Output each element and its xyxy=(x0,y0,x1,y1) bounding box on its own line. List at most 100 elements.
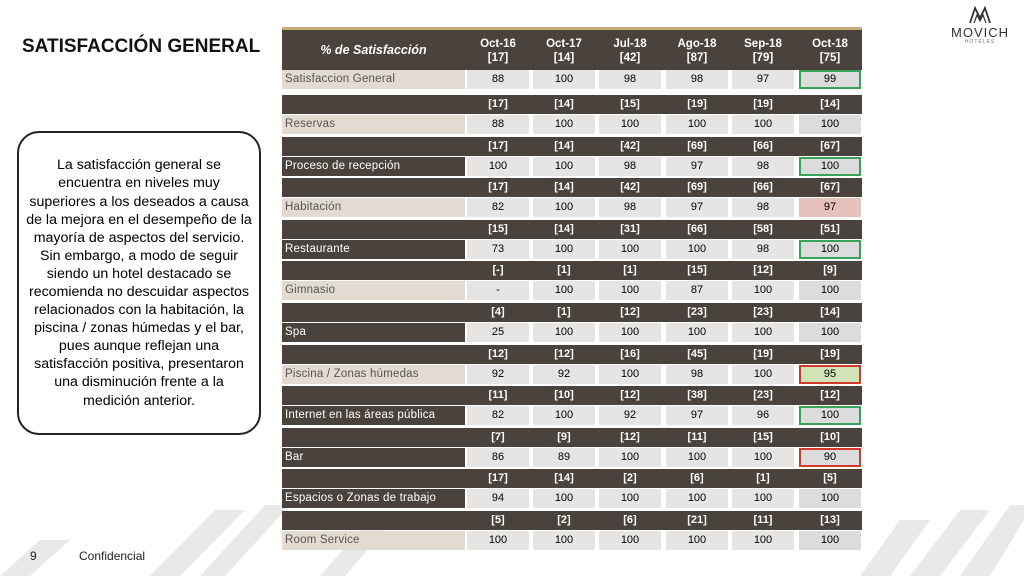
satisfaction-value-cell: 97 xyxy=(666,157,728,176)
sample-size-cell: [14] xyxy=(554,472,574,484)
row-label: Habitación xyxy=(282,198,465,217)
movich-m-icon xyxy=(969,6,991,24)
period-label: Oct-16 xyxy=(480,38,516,50)
sample-size-cell: [5] xyxy=(823,472,837,484)
sample-size-cell: [31] xyxy=(620,223,640,235)
satisfaction-value-cell: 94 xyxy=(467,489,529,508)
table-row: 88 100 98 98 97 99 xyxy=(467,70,862,89)
table-row: 100 100 98 97 98 100 xyxy=(467,157,862,176)
satisfaction-value-cell: 98 xyxy=(732,157,794,176)
sample-size-cell: [58] xyxy=(753,223,773,235)
section-sample-row: [7] [9] [12] [11] [15] [10] xyxy=(282,428,862,447)
sample-size-cell: [6] xyxy=(623,514,637,526)
period-label: Ago-18 xyxy=(677,38,717,50)
sample-size-cell: [11] xyxy=(753,514,773,526)
sample-size-cell: [12] xyxy=(620,431,640,443)
table-row: 94 100 100 100 100 100 xyxy=(467,489,862,508)
satisfaction-value-cell: 100 xyxy=(467,531,529,550)
satisfaction-table: % de Satisfacción Oct-16 [17] Oct-17 [14] Ju… xyxy=(282,27,862,550)
section-sample-row: [-] [1] [1] [15] [12] [9] xyxy=(282,261,862,280)
header-period: Sep-18 [79] xyxy=(732,37,794,65)
satisfaction-value-cell: 97 xyxy=(666,406,728,425)
satisfaction-value-cell: 98 xyxy=(599,70,661,89)
satisfaction-value-cell: 100 xyxy=(533,240,595,259)
section-sample-row: [4] [1] [12] [23] [23] [14] xyxy=(282,303,862,322)
satisfaction-value-cell: 100 xyxy=(666,115,728,134)
satisfaction-value-cell: - xyxy=(467,281,529,300)
satisfaction-value-cell: 100 xyxy=(732,365,794,384)
sample-size-cell: [12] xyxy=(820,389,840,401)
row-label: Bar xyxy=(282,448,465,467)
sample-size-cell: [5] xyxy=(491,514,505,526)
satisfaction-value-cell: 100 xyxy=(799,489,861,508)
sample-size-cell: [17] xyxy=(488,472,508,484)
section-sample-row: [15] [14] [31] [66] [58] [51] xyxy=(282,220,862,239)
satisfaction-value-cell: 100 xyxy=(666,489,728,508)
sample-size-cell: [17] xyxy=(488,140,508,152)
section-sample-row: [12] [12] [16] [45] [19] [19] xyxy=(282,345,862,364)
sample-size-cell: [66] xyxy=(753,181,773,193)
sample-size-cell: [10] xyxy=(820,431,840,443)
period-label: Oct-17 xyxy=(546,38,582,50)
sample-size-cell: [15] xyxy=(620,98,640,110)
satisfaction-value-cell: 97 xyxy=(732,70,794,89)
sample-size-cell: [17] xyxy=(488,98,508,110)
satisfaction-value-cell: 100 xyxy=(799,240,861,259)
sample-size-cell: [11] xyxy=(488,389,508,401)
header-satisfaction-label: % de Satisfacción xyxy=(320,43,427,57)
satisfaction-value-cell: 100 xyxy=(599,115,661,134)
sample-size-cell: [4] xyxy=(491,306,505,318)
satisfaction-value-cell: 100 xyxy=(533,489,595,508)
satisfaction-value-cell: 100 xyxy=(599,365,661,384)
satisfaction-value-cell: 100 xyxy=(599,531,661,550)
row-label: Gimnasio xyxy=(282,281,465,300)
period-sample-size: [75] xyxy=(819,52,841,64)
sample-size-cell: [21] xyxy=(687,514,707,526)
sample-size-cell: [12] xyxy=(620,389,640,401)
sample-size-cell: [14] xyxy=(554,181,574,193)
satisfaction-value-cell: 88 xyxy=(467,70,529,89)
satisfaction-value-cell: 97 xyxy=(666,198,728,217)
logo-text: MOVICH xyxy=(951,25,1009,40)
satisfaction-value-cell: 100 xyxy=(666,240,728,259)
satisfaction-value-cell: 98 xyxy=(732,240,794,259)
section-sample-row: [5] [2] [6] [21] [11] [13] xyxy=(282,511,862,530)
table-row: 82 100 98 97 98 97 xyxy=(467,198,862,217)
page-number: 9 xyxy=(30,549,37,563)
sample-size-cell: [66] xyxy=(753,140,773,152)
satisfaction-value-cell: 100 xyxy=(799,281,861,300)
satisfaction-value-cell: 98 xyxy=(666,70,728,89)
sample-size-cell: [9] xyxy=(557,431,571,443)
satisfaction-value-cell: 100 xyxy=(533,115,595,134)
satisfaction-value-cell: 100 xyxy=(799,323,861,342)
sample-size-cell: [19] xyxy=(753,348,773,360)
period-sample-size: [14] xyxy=(553,52,575,64)
section-sample-row: [17] [14] [42] [69] [66] [67] xyxy=(282,178,862,197)
sample-size-cell: [2] xyxy=(557,514,571,526)
sample-size-cell: [1] xyxy=(557,264,571,276)
sample-size-cell: [9] xyxy=(823,264,837,276)
sample-size-cell: [23] xyxy=(753,306,773,318)
row-label: Internet en las áreas pública xyxy=(282,406,465,425)
sample-size-cell: [15] xyxy=(488,223,508,235)
sample-size-cell: [13] xyxy=(820,514,840,526)
satisfaction-value-cell: 100 xyxy=(533,157,595,176)
period-sample-size: [17] xyxy=(487,52,509,64)
satisfaction-value-cell: 88 xyxy=(467,115,529,134)
footer-confidential: Confidencial xyxy=(79,549,146,563)
row-label: Espacios o Zonas de trabajo xyxy=(282,489,465,508)
sample-size-cell: [51] xyxy=(820,223,840,235)
sample-size-cell: [14] xyxy=(820,306,840,318)
satisfaction-value-cell: 100 xyxy=(599,240,661,259)
satisfaction-value-cell: 100 xyxy=(599,281,661,300)
table-row: -100 100 87 100 100 xyxy=(467,281,862,300)
sample-size-cell: [69] xyxy=(687,181,707,193)
sample-size-cell: [67] xyxy=(820,181,840,193)
satisfaction-value-cell: 100 xyxy=(732,281,794,300)
satisfaction-value-cell: 100 xyxy=(732,323,794,342)
summary-text: La satisfacción general se encuentra en … xyxy=(26,157,252,409)
sample-size-cell: [12] xyxy=(753,264,773,276)
table-row: 86 89 100 100 100 90 xyxy=(467,448,862,467)
satisfaction-value-cell: 95 xyxy=(799,365,861,384)
